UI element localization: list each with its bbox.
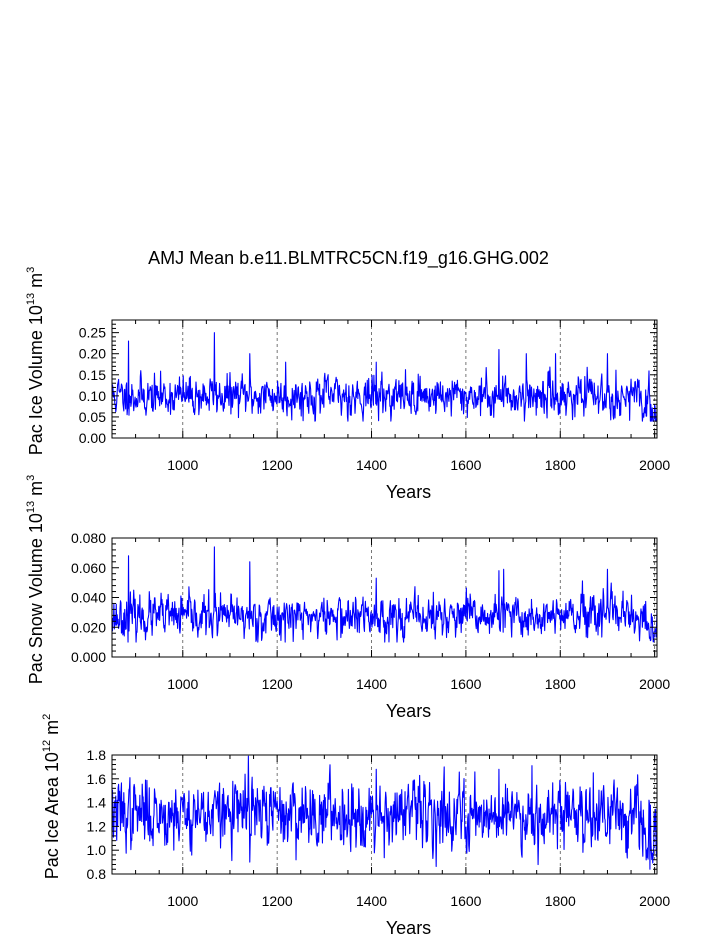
x-axis-label: Years (386, 918, 431, 935)
y-tick-label: 1.2 (87, 818, 107, 834)
y-tick-label: 0.080 (71, 530, 106, 546)
x-tick-label: 1800 (545, 457, 576, 473)
x-tick-label: 1200 (262, 676, 293, 692)
x-tick-label: 1000 (167, 893, 198, 909)
series-line (111, 332, 658, 422)
y-tick-label: 1.0 (87, 842, 107, 858)
y-tick-label: 0.040 (71, 590, 106, 606)
x-tick-label: 2000 (639, 457, 670, 473)
y-tick-label: 0.25 (79, 325, 106, 341)
plot-frame (111, 319, 658, 439)
x-axis-label: Years (386, 482, 431, 502)
x-tick-label: 1400 (356, 457, 387, 473)
y-tick-label: 0.10 (79, 388, 106, 404)
y-axis-label: Pac Ice Area 1012 m2 (41, 714, 62, 879)
y-tick-label: 0.05 (79, 409, 106, 425)
panel-pac-snow-volume: 1000 1200 1400 1600 1800 2000 0.000 0.020 0.040 0… (25, 475, 670, 721)
y-axis-label: Pac Ice Volume 1013 m3 (25, 267, 46, 455)
x-tick-label: 1600 (450, 457, 481, 473)
y-tick-label: 0.020 (71, 619, 106, 635)
figure-title: AMJ Mean b.e11.BLMTRC5CN.f19_g16.GHG.002 (148, 248, 549, 268)
x-tick-label: 1600 (450, 676, 481, 692)
x-tick-label: 1800 (545, 893, 576, 909)
series-line (111, 546, 658, 643)
x-tick-label: 2000 (639, 893, 670, 909)
panel-pac-ice-area: 1000 1200 1400 1600 1800 2000 0.8 1.0 1.2 1.4 1.6 1… (41, 714, 670, 935)
y-tick-label: 0.000 (71, 649, 106, 665)
x-tick-label: 2000 (639, 676, 670, 692)
x-tick-label: 1600 (450, 893, 481, 909)
y-tick-label: 0.00 (79, 430, 106, 446)
y-axis-label: Pac Snow Volume 1013 m3 (25, 475, 46, 684)
y-tick-label: 0.15 (79, 367, 106, 383)
x-axis-label: Years (386, 701, 431, 721)
x-tick-label: 1200 (262, 457, 293, 473)
y-tick-label: 0.060 (71, 560, 106, 576)
series-line (111, 755, 658, 870)
x-tick-label: 1800 (545, 676, 576, 692)
plot-frame (111, 754, 658, 875)
x-tick-label: 1400 (356, 893, 387, 909)
x-tick-label: 1200 (262, 893, 293, 909)
x-tick-label: 1400 (356, 676, 387, 692)
y-tick-label: 0.20 (79, 346, 106, 362)
y-tick-label: 1.8 (87, 747, 107, 763)
y-tick-label: 1.6 (87, 771, 107, 787)
x-tick-label: 1000 (167, 457, 198, 473)
panel-pac-ice-volume: 1000 1200 1400 1600 1800 2000 0.00 0.05 0.10 0.15… (25, 267, 670, 502)
y-tick-label: 1.4 (87, 795, 107, 811)
y-tick-label: 0.8 (87, 866, 107, 882)
x-tick-label: 1000 (167, 676, 198, 692)
